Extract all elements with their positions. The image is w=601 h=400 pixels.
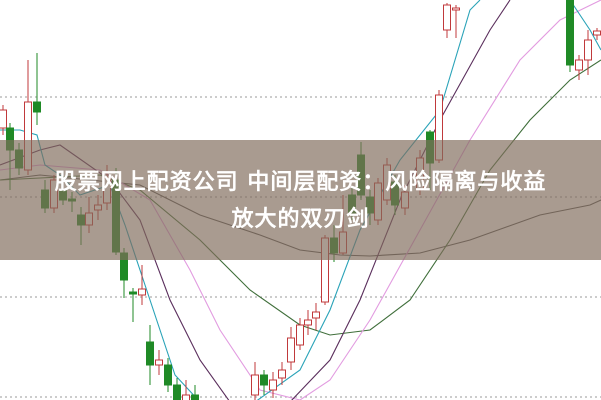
candle-body <box>155 359 163 366</box>
candle-body <box>304 319 312 326</box>
headline-line-2: 放大的双刃剑 <box>231 207 370 232</box>
candle-body <box>452 7 460 11</box>
candle-body <box>296 324 304 346</box>
candle-down <box>260 370 268 395</box>
candle-body <box>191 394 199 400</box>
headline-line-1: 股票网上配资公司 中间层配资：风险隔离与收益 <box>54 170 547 195</box>
candle-up <box>296 318 304 350</box>
candle-up <box>452 5 460 38</box>
candle-body <box>0 109 7 129</box>
candle-body <box>269 379 277 391</box>
candle-body <box>584 39 592 61</box>
candle-up <box>155 350 163 375</box>
candle-up <box>287 327 295 370</box>
candle-body <box>593 30 601 36</box>
candle-body <box>182 394 190 400</box>
candle-body <box>173 384 181 400</box>
candle-body <box>251 374 259 396</box>
candle-up <box>182 380 190 400</box>
candle-down <box>146 325 154 385</box>
candle-up <box>251 362 259 400</box>
candle-up <box>278 362 286 385</box>
candle-down <box>566 0 574 72</box>
candle-up <box>575 55 583 80</box>
candle-up <box>584 30 592 75</box>
candle-body <box>278 369 286 379</box>
candle-down <box>164 358 172 392</box>
candle-down <box>191 385 199 400</box>
candle-body <box>575 59 583 71</box>
candle-body <box>287 337 295 363</box>
candle-down <box>33 53 41 125</box>
candle-up <box>304 310 312 335</box>
headline-overlay-band <box>0 140 601 260</box>
candle-down <box>129 288 137 322</box>
candle-up <box>138 265 146 305</box>
candle-up <box>0 105 7 135</box>
candle-up <box>312 303 320 330</box>
candle-body <box>33 101 41 113</box>
candle-body <box>260 374 268 386</box>
candle-body <box>138 288 146 296</box>
candle-body <box>566 0 574 66</box>
moving-average-line <box>569 0 601 51</box>
candle-body <box>146 341 154 366</box>
candle-up <box>443 3 451 38</box>
candle-body <box>443 4 451 31</box>
candle-body <box>312 311 320 319</box>
candle-body <box>164 364 172 386</box>
candle-up <box>269 372 277 398</box>
candle-body <box>129 291 137 295</box>
candle-down <box>173 378 181 400</box>
